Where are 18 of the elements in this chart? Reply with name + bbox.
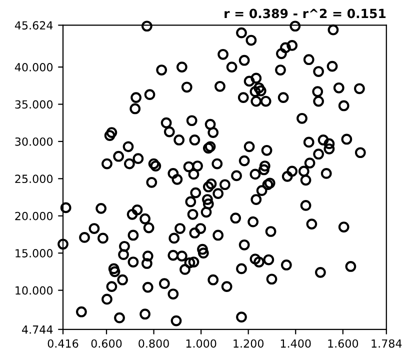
y-tick-label: 40.000 [14, 63, 53, 72]
y-tick-label: 4.744 [22, 326, 53, 334]
y-tick-label: 30.000 [15, 137, 53, 146]
y-tick-label: 20.000 [15, 212, 53, 220]
x-tick-label: 0.800 [138, 339, 169, 348]
x-tick-label: 1.000 [186, 339, 216, 348]
x-tick-label: 0.600 [91, 339, 122, 348]
y-tick-label: 25.000 [15, 174, 53, 184]
x-tick-label: 1.200 [234, 339, 264, 348]
x-tick-label: 1.400 [280, 339, 311, 348]
x-tick-label: 1.600 [328, 339, 358, 348]
y-tick-label: 45.624 [14, 21, 53, 30]
y-tick-label: 35.000 [15, 100, 53, 109]
y-tick-label: 10.000 [16, 286, 53, 295]
y-tick-label: 15.000 [16, 249, 53, 258]
x-tick-label: 1.784 [372, 339, 402, 348]
x-tick-label: 0.416 [48, 339, 78, 348]
text: r = 0.389 - r^2 = 0.151 [224, 8, 386, 18]
